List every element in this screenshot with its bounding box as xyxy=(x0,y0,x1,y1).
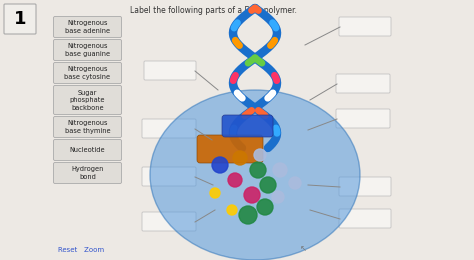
Circle shape xyxy=(227,205,237,215)
Text: Reset   Zoom: Reset Zoom xyxy=(58,247,104,253)
Circle shape xyxy=(257,199,273,215)
FancyBboxPatch shape xyxy=(339,209,391,228)
Circle shape xyxy=(239,206,257,224)
Circle shape xyxy=(210,188,220,198)
FancyBboxPatch shape xyxy=(144,61,196,80)
Text: Nucleotide: Nucleotide xyxy=(70,147,105,153)
Text: 1: 1 xyxy=(14,10,26,28)
FancyBboxPatch shape xyxy=(336,109,390,128)
Text: Sugar
phosphate
backbone: Sugar phosphate backbone xyxy=(70,89,105,110)
Circle shape xyxy=(228,173,242,187)
FancyBboxPatch shape xyxy=(54,40,121,61)
FancyBboxPatch shape xyxy=(4,4,36,34)
Circle shape xyxy=(233,151,247,165)
Text: ↖: ↖ xyxy=(300,244,307,253)
FancyBboxPatch shape xyxy=(54,162,121,184)
Circle shape xyxy=(250,162,266,178)
FancyBboxPatch shape xyxy=(54,86,121,114)
Circle shape xyxy=(212,157,228,173)
FancyBboxPatch shape xyxy=(222,115,273,137)
Circle shape xyxy=(272,191,284,203)
FancyBboxPatch shape xyxy=(54,16,121,37)
Text: Nitrogenous
base thymine: Nitrogenous base thymine xyxy=(64,120,110,134)
Circle shape xyxy=(289,177,301,189)
Circle shape xyxy=(254,149,266,161)
Text: Nitrogenous
base cytosine: Nitrogenous base cytosine xyxy=(64,66,110,80)
FancyBboxPatch shape xyxy=(142,119,196,138)
FancyBboxPatch shape xyxy=(54,140,121,160)
FancyBboxPatch shape xyxy=(54,62,121,83)
Circle shape xyxy=(273,163,287,177)
FancyBboxPatch shape xyxy=(142,167,196,186)
FancyBboxPatch shape xyxy=(54,116,121,138)
Text: Label the following parts of a DNA polymer.: Label the following parts of a DNA polym… xyxy=(130,6,297,15)
FancyBboxPatch shape xyxy=(197,135,263,163)
Circle shape xyxy=(244,187,260,203)
Text: Nitrogenous
base adenine: Nitrogenous base adenine xyxy=(65,20,110,34)
Text: Nitrogenous
base guanine: Nitrogenous base guanine xyxy=(65,43,110,57)
FancyBboxPatch shape xyxy=(142,212,196,231)
Text: Hydrogen
bond: Hydrogen bond xyxy=(71,166,104,180)
Ellipse shape xyxy=(150,90,360,260)
FancyBboxPatch shape xyxy=(339,177,391,196)
FancyBboxPatch shape xyxy=(339,17,391,36)
FancyBboxPatch shape xyxy=(336,74,390,93)
Circle shape xyxy=(260,177,276,193)
